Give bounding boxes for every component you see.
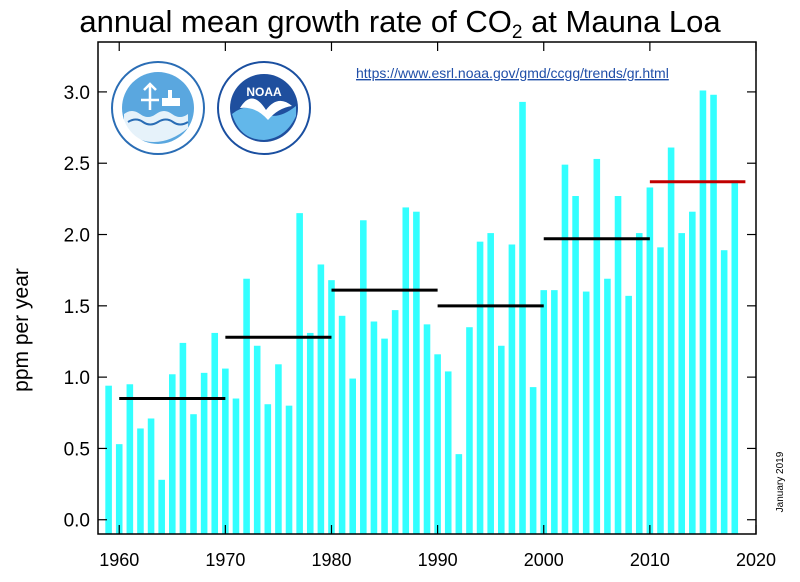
bar-2008 bbox=[625, 295, 632, 534]
bar-2004 bbox=[582, 291, 590, 534]
bar-1961 bbox=[126, 384, 134, 534]
bar-1988 bbox=[413, 211, 420, 534]
bar-1969 bbox=[211, 332, 219, 534]
bar-2006 bbox=[604, 278, 611, 534]
bar-1983 bbox=[360, 220, 367, 534]
bar-2000 bbox=[540, 290, 548, 534]
bar-2005 bbox=[593, 158, 601, 534]
bar-1962 bbox=[137, 428, 144, 534]
bar-2018 bbox=[731, 180, 739, 534]
x-tick-label: 2010 bbox=[630, 550, 670, 570]
noaa-logo: NOAA bbox=[217, 61, 311, 155]
x-tick-label: 2000 bbox=[524, 550, 564, 570]
y-tick-label: 1.5 bbox=[64, 297, 90, 318]
x-tick-label: 1970 bbox=[205, 550, 245, 570]
bar-1968 bbox=[200, 372, 208, 534]
source-url-link[interactable]: https://www.esrl.noaa.gov/gmd/ccgg/trend… bbox=[356, 65, 669, 81]
bar-1987 bbox=[402, 207, 410, 534]
bar-1998 bbox=[519, 101, 526, 534]
bar-1985 bbox=[381, 338, 388, 534]
y-tick-label: 2.0 bbox=[64, 226, 90, 247]
bar-1963 bbox=[147, 418, 155, 534]
bar-1982 bbox=[349, 378, 356, 534]
x-tick-label: 1980 bbox=[311, 550, 351, 570]
bar-1975 bbox=[275, 364, 282, 534]
bar-1984 bbox=[370, 321, 378, 534]
bar-2009 bbox=[635, 233, 643, 535]
bar-1977 bbox=[296, 213, 303, 534]
bar-1993 bbox=[466, 327, 473, 534]
bar-1994 bbox=[476, 241, 484, 535]
bar-1996 bbox=[498, 345, 505, 534]
y-tick-label: 2.5 bbox=[64, 154, 90, 175]
bar-1960 bbox=[115, 444, 123, 534]
bar-1989 bbox=[423, 324, 431, 534]
bar-1991 bbox=[444, 371, 452, 534]
bar-1992 bbox=[455, 454, 463, 534]
svg-text:NOAA: NOAA bbox=[246, 85, 282, 99]
bar-1999 bbox=[529, 387, 537, 534]
bar-1967 bbox=[190, 414, 197, 534]
plot-frame bbox=[97, 41, 757, 535]
bar-1973 bbox=[253, 345, 261, 534]
bar-1966 bbox=[179, 342, 187, 534]
bar-1976 bbox=[285, 405, 293, 534]
bar-2001 bbox=[551, 290, 558, 534]
x-tick-label: 1960 bbox=[99, 550, 139, 570]
bar-1959 bbox=[105, 385, 112, 534]
y-tick-label: 1.0 bbox=[64, 368, 90, 389]
x-tick-label: 2020 bbox=[736, 550, 776, 570]
bar-1972 bbox=[243, 278, 250, 534]
chart-title: annual mean growth rate of CO2 at Mauna … bbox=[79, 4, 721, 43]
bar-1974 bbox=[264, 404, 272, 534]
bar-2003 bbox=[572, 196, 579, 534]
bar-1970 bbox=[222, 368, 229, 534]
y-tick-label: 3.0 bbox=[64, 83, 90, 104]
bars bbox=[105, 90, 739, 535]
bar-2010 bbox=[646, 187, 654, 534]
bar-1981 bbox=[338, 315, 346, 534]
y-axis: 0.0 0.5 1.0 1.5 2.0 2.5 3.0 bbox=[64, 83, 756, 532]
scripps-seal-logo bbox=[111, 61, 205, 155]
bar-1971 bbox=[232, 398, 240, 534]
bar-1980 bbox=[328, 280, 335, 534]
bar-1995 bbox=[487, 233, 494, 535]
bar-2011 bbox=[657, 247, 664, 535]
decade-mean-lines bbox=[119, 180, 746, 401]
bar-2016 bbox=[710, 94, 717, 534]
x-axis: 1960 1970 1980 1990 2000 2010 2020 bbox=[99, 42, 776, 570]
bar-2017 bbox=[720, 250, 728, 535]
bar-1990 bbox=[434, 354, 441, 534]
bar-2012 bbox=[667, 147, 675, 534]
bar-1978 bbox=[306, 332, 314, 534]
bar-2013 bbox=[678, 233, 685, 535]
bar-1997 bbox=[508, 244, 516, 535]
date-stamp: January 2019 bbox=[775, 451, 786, 512]
y-tick-label: 0.5 bbox=[64, 439, 90, 460]
y-axis-label: ppm per year bbox=[10, 268, 33, 392]
bar-2002 bbox=[561, 164, 569, 534]
bar-1964 bbox=[158, 479, 165, 534]
bar-1979 bbox=[317, 264, 325, 534]
x-tick-label: 1990 bbox=[418, 550, 458, 570]
y-tick-label: 0.0 bbox=[64, 511, 90, 532]
bar-1965 bbox=[169, 374, 176, 534]
bar-1986 bbox=[391, 310, 399, 534]
bar-2007 bbox=[614, 196, 622, 534]
bar-2015 bbox=[699, 90, 707, 535]
bar-2014 bbox=[689, 211, 696, 534]
